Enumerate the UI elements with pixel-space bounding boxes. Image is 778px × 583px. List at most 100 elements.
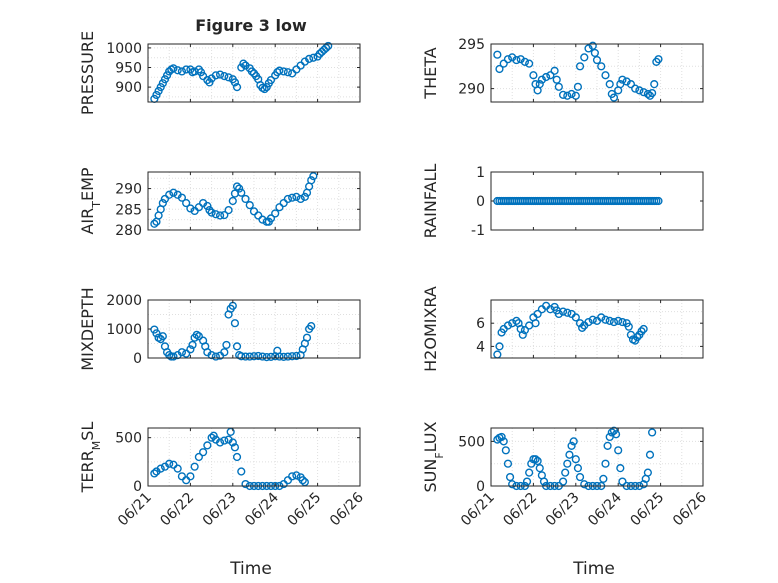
- data-point: [237, 467, 246, 476]
- subplot-5: 0 1000 2000 MIXDEPTH: [78, 287, 361, 371]
- y-axis-label: MIXDEPTH: [78, 287, 97, 370]
- data-point: [533, 309, 542, 319]
- data-point: [305, 54, 314, 63]
- data-point: [639, 324, 648, 334]
- data-point: [520, 326, 530, 335]
- data-point: [156, 464, 165, 473]
- data-point: [232, 83, 242, 92]
- data-point: [158, 198, 167, 208]
- y-tick-label: 280: [115, 223, 142, 239]
- data-point: [177, 193, 187, 202]
- data-point: [177, 67, 187, 76]
- data-point: [601, 315, 610, 324]
- data-point: [618, 317, 627, 327]
- data-point: [254, 351, 263, 361]
- y-tick-label: 1: [476, 165, 485, 181]
- axes-frame: [490, 43, 704, 103]
- data-point: [614, 316, 623, 325]
- data-point: [592, 55, 602, 65]
- data-point: [173, 464, 182, 473]
- data-point: [309, 53, 318, 62]
- subplot-4: -1 0 1 RAINFALL: [421, 164, 704, 239]
- data-point: [546, 71, 555, 80]
- y-tick-label: 500: [115, 431, 142, 447]
- data-point: [156, 83, 165, 92]
- x-axis-label-left: Time: [229, 559, 272, 579]
- data-point: [220, 436, 229, 445]
- data-point: [296, 194, 305, 204]
- y-tick-label: 4: [476, 339, 485, 355]
- data-point: [150, 469, 159, 478]
- data-point: [503, 55, 513, 64]
- data-point: [230, 319, 240, 328]
- y-tick-label: 0: [476, 479, 485, 495]
- data-point: [552, 75, 561, 84]
- data-point: [505, 472, 515, 482]
- data-point: [186, 345, 195, 354]
- data-point: [220, 72, 229, 81]
- data-point: [203, 201, 212, 211]
- data-point: [152, 90, 161, 100]
- data-point: [237, 63, 246, 72]
- data-point: [565, 450, 574, 459]
- data-point: [249, 352, 259, 361]
- data-point: [563, 459, 572, 468]
- data-point: [205, 78, 214, 87]
- data-point: [575, 62, 585, 71]
- data-point: [222, 340, 231, 350]
- axes-frame: [490, 171, 704, 231]
- data-point: [614, 446, 623, 455]
- data-point: [563, 308, 572, 317]
- axes-frame: [490, 427, 704, 487]
- data-point: [605, 316, 614, 325]
- data-point: [307, 176, 316, 185]
- data-point: [499, 59, 508, 68]
- data-point: [531, 455, 540, 464]
- data-point: [648, 88, 657, 98]
- data-point: [495, 64, 504, 74]
- data-point: [611, 430, 621, 439]
- y-tick-label: 290: [458, 82, 485, 98]
- data-point: [554, 82, 563, 91]
- data-point: [501, 446, 510, 455]
- data-point: [275, 352, 284, 361]
- data-point: [215, 211, 225, 220]
- data-point: [279, 67, 288, 76]
- data-point: [288, 193, 297, 202]
- subscript-7: M: [90, 441, 103, 451]
- data-point: [525, 468, 534, 477]
- axes-frame: [147, 171, 361, 231]
- y-tick-label: 950: [115, 61, 142, 77]
- data-point: [283, 352, 293, 361]
- data-point: [512, 316, 521, 325]
- data-point: [224, 73, 233, 82]
- data-point: [298, 476, 307, 485]
- data-point: [215, 70, 225, 79]
- data-point: [503, 459, 513, 468]
- data-point: [599, 474, 608, 483]
- data-point: [160, 194, 170, 204]
- data-point: [321, 43, 331, 53]
- y-axis-label: THETA: [421, 47, 440, 99]
- data-point: [529, 71, 538, 80]
- y-tick-label: 1000: [106, 322, 142, 338]
- data-point: [499, 437, 508, 446]
- data-point: [535, 80, 544, 89]
- data-point: [237, 352, 246, 361]
- data-point: [241, 194, 250, 204]
- data-point: [211, 71, 220, 80]
- data-point: [607, 428, 616, 437]
- data-point: [254, 211, 263, 220]
- data-point: [158, 332, 167, 341]
- data-point: [241, 352, 250, 361]
- y-axis-label: PRESSURE: [78, 31, 97, 115]
- y-tick-label: 290: [115, 182, 142, 198]
- data-point: [520, 57, 530, 66]
- y-tick-label: 0: [133, 479, 142, 495]
- data-point: [573, 464, 583, 473]
- data-point: [597, 313, 606, 322]
- data-point: [169, 352, 178, 361]
- data-point: [160, 75, 170, 84]
- data-point: [633, 333, 642, 342]
- data-point: [631, 84, 640, 93]
